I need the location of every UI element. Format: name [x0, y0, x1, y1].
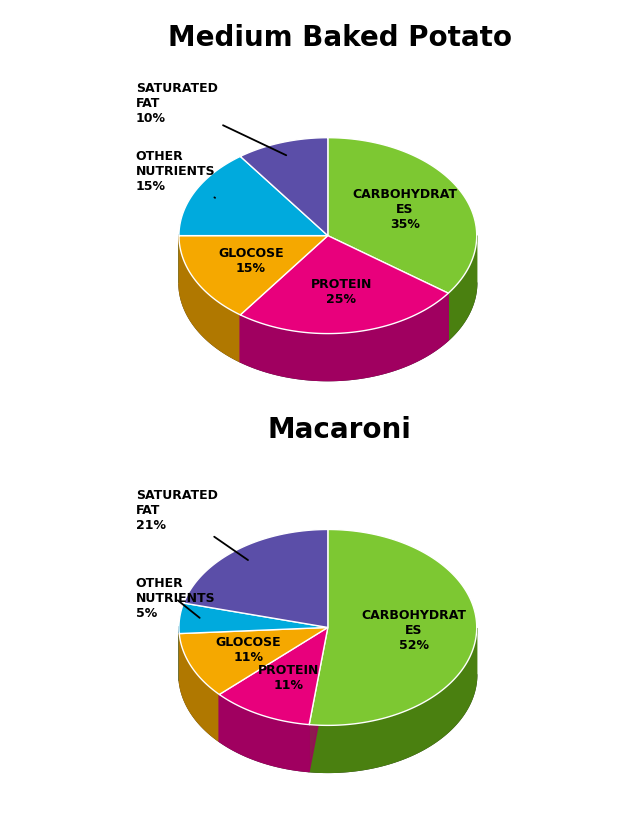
- Polygon shape: [241, 236, 328, 362]
- Polygon shape: [241, 293, 448, 381]
- Text: PROTEIN
25%: PROTEIN 25%: [310, 278, 372, 305]
- Polygon shape: [179, 156, 328, 236]
- Text: CARBOHYDRAT
ES
52%: CARBOHYDRAT ES 52%: [362, 609, 467, 653]
- Polygon shape: [309, 628, 477, 773]
- Text: SATURATED
FAT
21%: SATURATED FAT 21%: [136, 489, 248, 560]
- Polygon shape: [179, 628, 328, 680]
- Polygon shape: [179, 236, 328, 283]
- Text: OTHER
NUTRIENTS
5%: OTHER NUTRIENTS 5%: [136, 577, 216, 620]
- Polygon shape: [309, 628, 328, 772]
- Polygon shape: [241, 236, 328, 362]
- Polygon shape: [448, 236, 477, 341]
- Text: OTHER
NUTRIENTS
15%: OTHER NUTRIENTS 15%: [136, 150, 216, 198]
- Polygon shape: [179, 675, 477, 773]
- Text: CARBOHYDRAT
ES
35%: CARBOHYDRAT ES 35%: [352, 188, 457, 232]
- Polygon shape: [220, 695, 309, 772]
- Text: the nutritional consistency of two dinners: the nutritional consistency of two dinne…: [0, 801, 640, 830]
- Polygon shape: [179, 628, 328, 680]
- Polygon shape: [179, 633, 220, 742]
- Polygon shape: [309, 529, 477, 726]
- Polygon shape: [220, 628, 328, 742]
- Text: GLOCOSE
11%: GLOCOSE 11%: [216, 636, 282, 664]
- Text: PROTEIN
11%: PROTEIN 11%: [258, 664, 319, 692]
- Polygon shape: [184, 529, 328, 628]
- Polygon shape: [179, 283, 477, 381]
- Polygon shape: [179, 236, 328, 283]
- Polygon shape: [220, 628, 328, 742]
- Polygon shape: [328, 236, 448, 341]
- Polygon shape: [241, 236, 448, 334]
- Polygon shape: [179, 236, 328, 315]
- Polygon shape: [241, 138, 328, 236]
- Polygon shape: [309, 628, 328, 772]
- Polygon shape: [220, 628, 328, 725]
- Text: Medium Baked Potato: Medium Baked Potato: [168, 24, 511, 52]
- Polygon shape: [179, 603, 328, 633]
- Polygon shape: [179, 236, 241, 362]
- Polygon shape: [328, 236, 448, 341]
- Polygon shape: [179, 628, 328, 695]
- Text: Macaroni: Macaroni: [268, 416, 412, 444]
- Polygon shape: [328, 138, 477, 293]
- Text: SATURATED
FAT
10%: SATURATED FAT 10%: [136, 81, 286, 155]
- Text: GLOCOSE
15%: GLOCOSE 15%: [218, 248, 284, 275]
